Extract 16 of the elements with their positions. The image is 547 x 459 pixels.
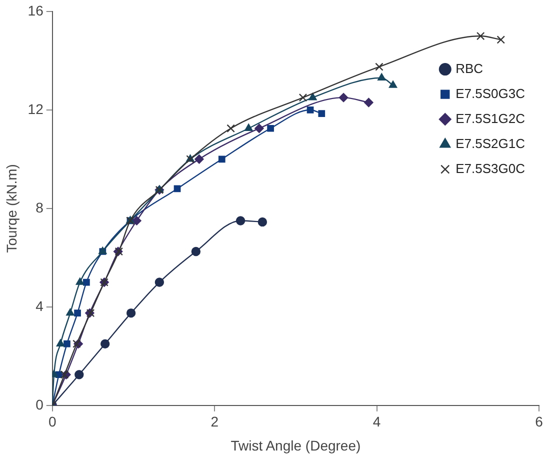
- legend-label: E7.5S0G3C: [456, 86, 525, 101]
- x-tick-label: 6: [535, 414, 544, 430]
- y-tick-label: 4: [36, 298, 44, 314]
- legend-label: E7.5S2G1C: [456, 136, 525, 151]
- y-tick-label: 8: [36, 199, 44, 216]
- x-tick-label: 2: [210, 414, 219, 430]
- y-axis-title: Tourqe (kN.m): [3, 164, 20, 253]
- x-axis-title: Twist Angle (Degree): [230, 437, 361, 454]
- legend-label: RBC: [456, 60, 484, 76]
- legend-label: E7.5S3G0C: [456, 160, 525, 176]
- y-tick-label: 16: [28, 2, 44, 18]
- x-tick-label: 4: [372, 414, 381, 430]
- y-tick-label: 12: [28, 100, 44, 117]
- y-tick-label: 0: [36, 396, 44, 412]
- legend-label: E7.5S1G2C: [456, 110, 525, 126]
- x-tick-label: 0: [48, 414, 56, 430]
